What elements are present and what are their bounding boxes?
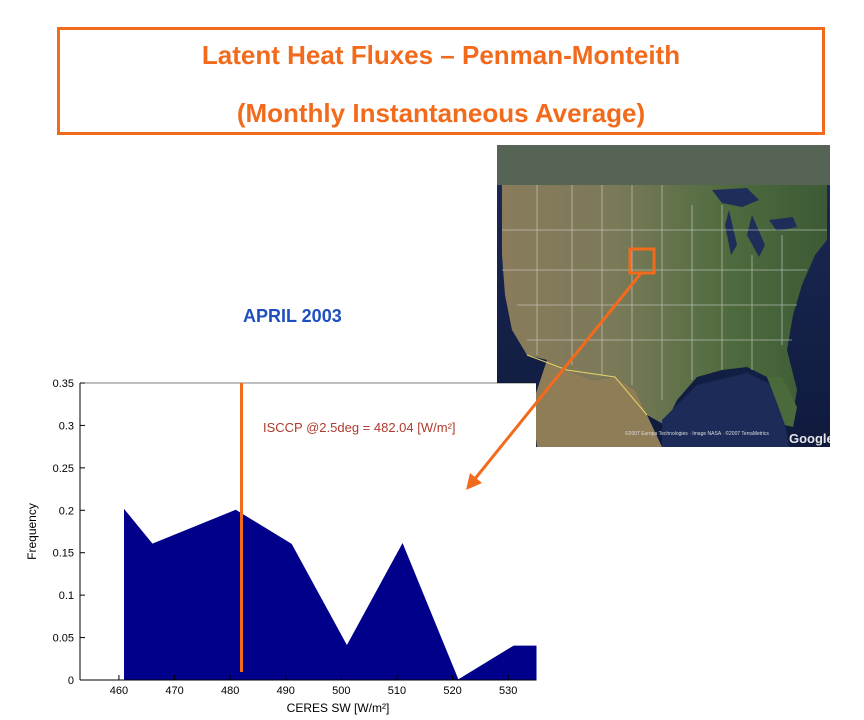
x-tick-label: 510 — [388, 685, 406, 697]
date-label: APRIL 2003 — [243, 306, 342, 326]
y-tick-label: 0.35 — [53, 378, 74, 390]
florida — [767, 377, 797, 427]
x-tick-label: 530 — [499, 685, 517, 697]
google-logo: Google — [789, 431, 830, 446]
x-tick-label: 470 — [165, 685, 183, 697]
gulf-of-mexico — [662, 373, 789, 447]
title-line-2: (Monthly Instantaneous Average) — [236, 98, 646, 128]
reference-annotation: ISCCP @2.5deg = 482.04 [W/m²] — [263, 420, 456, 435]
satellite-map: ©2007 Europa Technologies · Image NASA ·… — [497, 145, 830, 447]
y-tick-label: 0.25 — [53, 463, 74, 475]
x-tick-label: 490 — [277, 685, 295, 697]
y-tick-label: 0.2 — [59, 505, 74, 517]
title-line-1: Latent Heat Fluxes – Penman-Monteith — [201, 40, 681, 70]
y-tick-label: 0.1 — [59, 590, 74, 602]
map-attribution: ©2007 Europa Technologies · Image NASA ·… — [625, 430, 769, 437]
title-box: Latent Heat Fluxes – Penman-Monteith (Mo… — [57, 27, 825, 135]
great-lakes — [712, 188, 797, 257]
arrow-map-to-chart — [472, 271, 644, 481]
frequency-area-series-0 — [124, 508, 537, 681]
y-tick-label: 0.3 — [59, 420, 74, 432]
x-tick-label: 500 — [332, 685, 350, 697]
border-line — [526, 354, 648, 416]
x-tick-label: 480 — [221, 685, 239, 697]
y-tick-label: 0.15 — [53, 548, 74, 560]
x-tick-label: 520 — [443, 685, 461, 697]
y-tick-label: 0 — [68, 675, 74, 687]
y-axis-label: Frequency — [25, 503, 39, 560]
arrow-head — [466, 473, 482, 490]
y-tick-label: 0.05 — [53, 633, 74, 645]
x-axis-label: CERES SW [W/m²] — [287, 701, 390, 715]
mexico-region — [532, 360, 662, 447]
canada-region — [497, 145, 830, 185]
state-borders — [502, 185, 827, 400]
x-tick-label: 460 — [110, 685, 128, 697]
